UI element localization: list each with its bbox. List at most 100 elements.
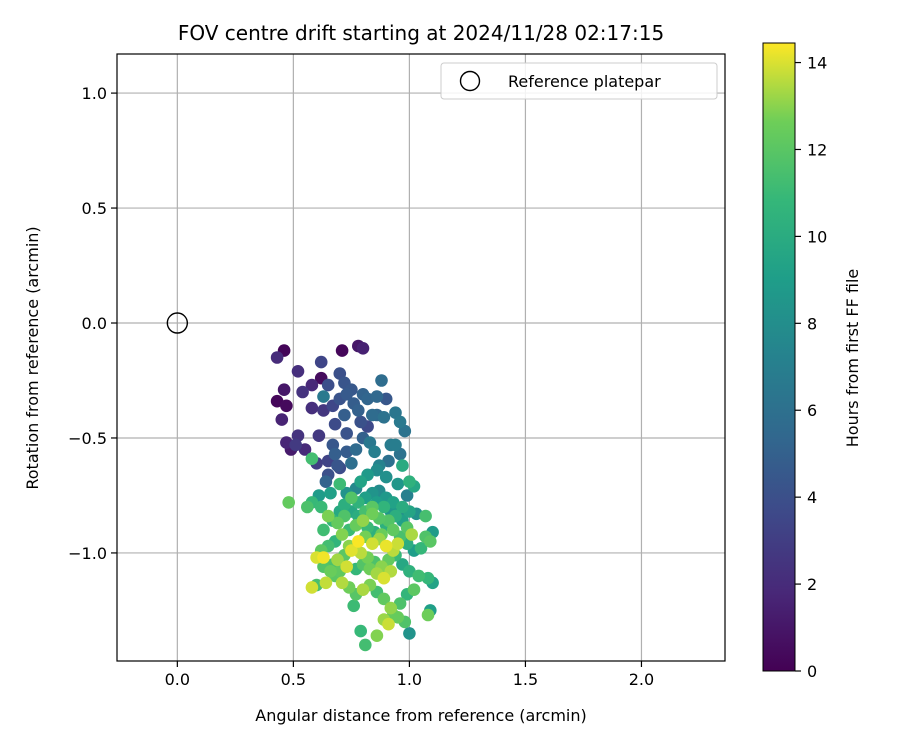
data-point: [335, 576, 349, 590]
colorbar-tick-label: 0: [807, 662, 817, 681]
data-point: [354, 415, 368, 429]
data-point: [419, 509, 432, 523]
data-point: [291, 365, 305, 378]
data-point: [312, 429, 326, 443]
data-point: [379, 470, 393, 484]
data-point: [345, 491, 358, 505]
data-point: [370, 463, 384, 477]
data-point: [391, 477, 405, 491]
data-point: [352, 404, 365, 417]
data-point: [379, 539, 393, 553]
data-point: [314, 500, 328, 514]
data-point: [321, 509, 335, 523]
data-point: [366, 537, 379, 550]
data-point: [324, 565, 337, 578]
data-point: [356, 342, 370, 355]
data-point: [345, 544, 358, 557]
colorbar-label: Hours from first FF file: [843, 269, 862, 448]
data-point: [400, 489, 414, 502]
data-point: [382, 617, 395, 631]
data-point: [359, 638, 372, 652]
data-point: [396, 459, 409, 472]
data-point: [368, 445, 381, 459]
data-point: [333, 477, 347, 491]
data-point: [335, 344, 349, 357]
data-point: [331, 516, 344, 530]
x-tick-label: 2.0: [629, 670, 654, 689]
data-point: [305, 581, 319, 594]
data-point: [354, 475, 368, 489]
y-axis-label: Rotation from reference (arcmin): [23, 226, 42, 489]
data-point: [340, 388, 354, 401]
data-point: [296, 385, 309, 399]
data-point: [314, 355, 328, 369]
data-point: [349, 443, 363, 456]
colorbar-tick-label: 8: [807, 314, 817, 333]
data-point: [377, 500, 391, 514]
x-axis-label: Angular distance from reference (arcmin): [255, 706, 586, 725]
data-point: [328, 447, 342, 461]
reference-marker: [166, 312, 189, 334]
colorbar-tick-label: 10: [807, 227, 827, 246]
x-tick-label: 1.5: [513, 670, 538, 689]
data-point: [393, 597, 407, 610]
data-point: [386, 523, 400, 537]
data-point: [405, 528, 419, 541]
x-tick-label: 0.5: [281, 670, 306, 689]
y-tick-label: 0.5: [82, 199, 107, 218]
data-point: [305, 401, 319, 415]
colorbar-tick-label: 12: [807, 140, 827, 159]
data-point: [377, 592, 391, 606]
data-points: [270, 339, 439, 652]
y-axis-ticks: 1.0 0.5 0.0 −0.5 −1.0: [68, 84, 117, 563]
legend-label: Reference platepar: [508, 72, 661, 91]
data-point: [319, 576, 333, 590]
data-point: [356, 583, 370, 596]
data-point: [319, 475, 333, 489]
data-point: [393, 415, 407, 429]
data-point: [352, 535, 365, 548]
data-point: [275, 413, 289, 426]
colorbar-tick-label: 6: [807, 401, 817, 420]
data-point: [324, 486, 337, 500]
data-point: [412, 569, 426, 583]
data-point: [328, 417, 342, 431]
legend-box: [440, 62, 718, 100]
data-point: [375, 374, 388, 387]
y-tick-label: −0.5: [68, 429, 107, 448]
colorbar-ticks: 0 2 4 6 8 10 12 14: [795, 54, 827, 681]
data-point: [338, 408, 351, 422]
colorbar-tick-label: 14: [807, 54, 827, 73]
data-point: [389, 438, 402, 452]
x-axis-ticks: 0.0 0.5 1.0 1.5 2.0: [165, 661, 654, 689]
data-point: [317, 523, 330, 537]
data-point: [414, 542, 428, 555]
data-point: [298, 443, 312, 456]
data-point: [317, 404, 330, 417]
data-point: [377, 411, 391, 424]
data-point: [403, 475, 416, 489]
data-point: [403, 565, 416, 578]
y-tick-label: 0.0: [82, 314, 107, 333]
data-point: [282, 496, 296, 509]
data-point: [317, 551, 330, 564]
data-point: [305, 378, 319, 392]
y-tick-label: −1.0: [68, 544, 107, 563]
x-tick-label: 1.0: [397, 670, 422, 689]
colorbar-tick-label: 4: [807, 488, 817, 507]
data-point: [370, 390, 384, 403]
data-point: [331, 459, 344, 472]
data-point: [340, 427, 354, 440]
data-point: [317, 390, 330, 403]
data-point: [354, 624, 368, 638]
data-point: [391, 537, 405, 550]
data-point: [270, 351, 284, 364]
x-tick-label: 0.0: [165, 670, 190, 689]
data-point: [366, 507, 379, 521]
legend: Reference platepar: [440, 62, 718, 100]
data-point: [421, 608, 435, 622]
colorbar: 0 2 4 6 8 10 12 14 Hours from first FF file: [762, 42, 862, 681]
data-point: [277, 383, 291, 397]
colorbar-tick-label: 2: [807, 575, 817, 594]
